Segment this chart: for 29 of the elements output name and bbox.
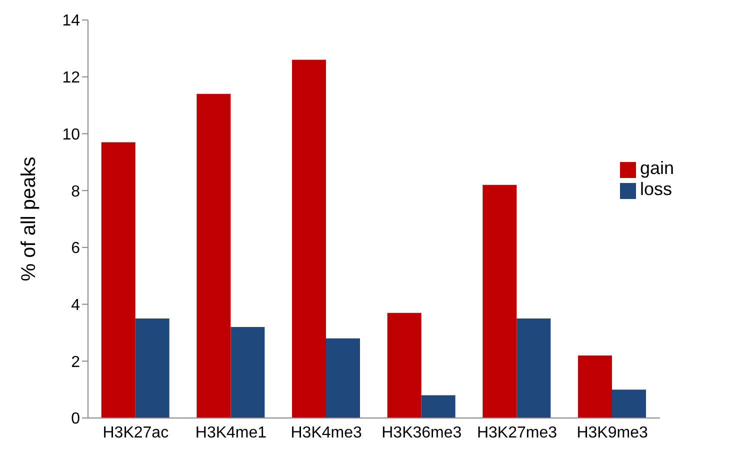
- y-tick-label: 4: [71, 296, 80, 314]
- bar: [482, 184, 517, 418]
- bar: [516, 318, 551, 418]
- y-tick-label: 6: [71, 240, 80, 258]
- bar: [135, 318, 170, 418]
- bar: [387, 312, 422, 418]
- y-tick-label: 14: [62, 12, 80, 30]
- legend-label: gain: [640, 158, 674, 178]
- y-axis-title: % of all peaks: [18, 156, 40, 282]
- bar: [101, 142, 136, 418]
- bar: [421, 395, 456, 418]
- bar: [612, 390, 646, 418]
- y-tick-label: 8: [71, 183, 80, 200]
- bar: [230, 327, 265, 418]
- y-tick-label: 2: [71, 354, 80, 371]
- x-tick-label: H3K36me3: [382, 424, 462, 442]
- x-tick-label: H3K4me1: [195, 424, 267, 442]
- bar: [326, 338, 360, 418]
- y-tick-label: 0: [71, 410, 80, 428]
- y-tick-label: 10: [62, 126, 80, 144]
- y-tick-label: 12: [62, 70, 80, 87]
- x-tick-label: H3K27ac: [102, 424, 169, 442]
- bar: [578, 355, 612, 418]
- legend-label: loss: [640, 179, 672, 199]
- x-tick-label: H3K4me3: [290, 424, 362, 442]
- bar: [196, 94, 231, 418]
- x-tick-label: H3K9me3: [576, 424, 648, 442]
- x-tick-label: H3K27me3: [476, 424, 558, 442]
- bar: [292, 60, 326, 418]
